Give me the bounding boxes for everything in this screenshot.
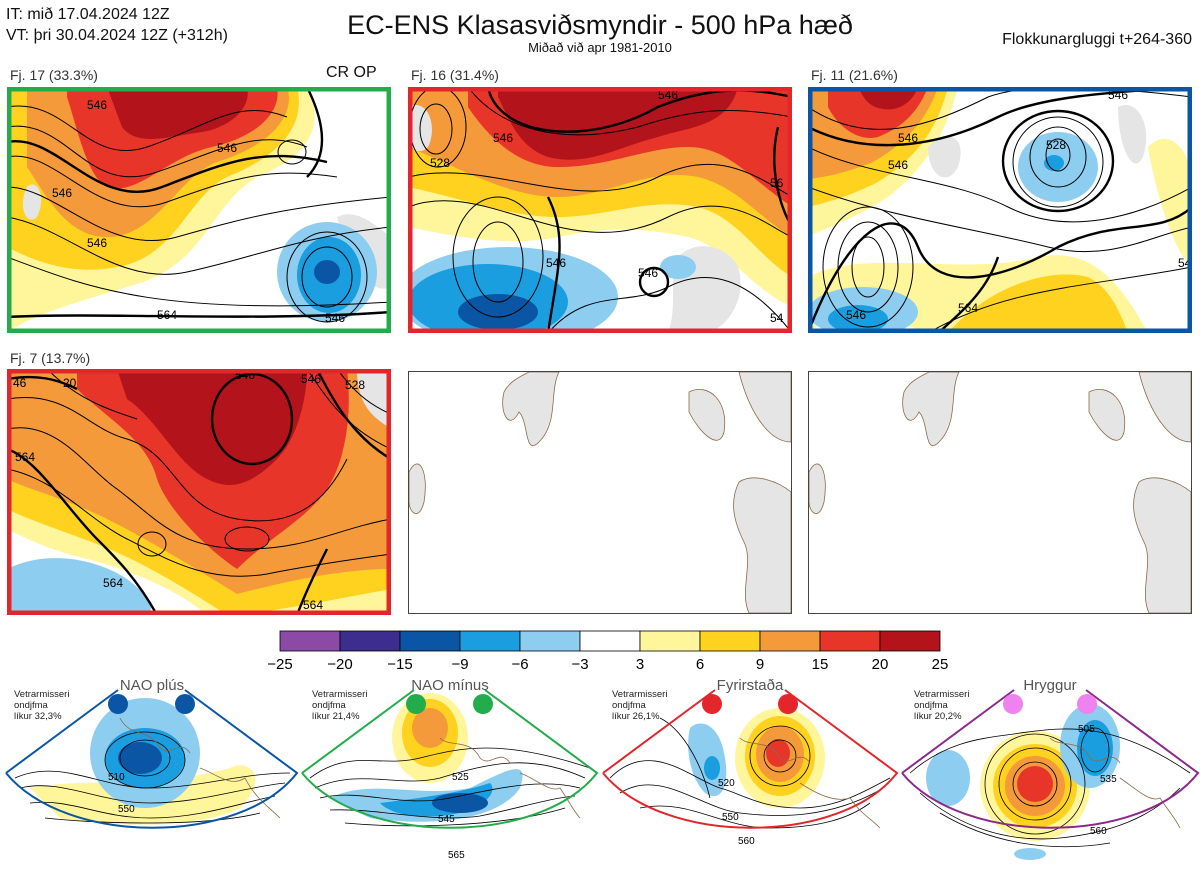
contour-label: 546 <box>52 186 72 200</box>
cluster-map-4: 46 20 564 564 546 564 546 528 <box>7 369 391 615</box>
regime-nao-plus: 510 550 <box>5 689 299 829</box>
colorbar-tick-label: 15 <box>812 656 829 673</box>
panel-1-label: Fj. 17 (33.3%) <box>10 67 98 83</box>
contour-label: 546 <box>217 141 237 155</box>
init-time: IT: mið 17.04.2024 12Z <box>6 6 170 23</box>
contour-label: 546 <box>301 372 321 386</box>
empty-map-1 <box>408 371 792 614</box>
contour-label: 546 <box>493 131 513 145</box>
colorbar-segment <box>639 630 701 652</box>
colorbar-tick-label: −6 <box>511 656 528 673</box>
panel-4-label: Fj. 7 (13.7%) <box>10 350 91 366</box>
colorbar-segment <box>279 630 341 652</box>
contour-label: 20 <box>63 376 77 390</box>
header-info: IT: mið 17.04.2024 12Z VT: þri 30.04.202… <box>6 4 228 46</box>
contour-label: 564 <box>303 598 323 612</box>
colorbar-segment <box>699 630 761 652</box>
contour-label: 528 <box>430 156 450 170</box>
regime-blocking: 520 550 560 <box>602 689 899 847</box>
color-scale-svg: −25 −20 −15 −9 −6 −3 3 6 9 15 20 25 <box>267 630 949 673</box>
contour-label: 564 <box>958 301 978 315</box>
regime-strip: 510 550 <box>0 678 1200 871</box>
cluster-map-2: 546 546 528 546 546 56 54 <box>408 87 792 333</box>
colorbar-segment <box>819 630 881 652</box>
colorbar-segment <box>579 630 641 652</box>
regime-contour-label: 565 <box>448 850 465 861</box>
classification-window: Flokkunargluggi t+264-360 <box>1002 31 1192 48</box>
colorbar-segment <box>399 630 461 652</box>
contour-label: 528 <box>345 378 365 392</box>
cluster-map-4-svg: 46 20 564 564 546 564 546 528 <box>7 369 391 615</box>
regime-note-nao-minus: Vetrarmisseri ondjfma líkur 21,4% <box>312 689 368 722</box>
regime-nao-minus: 525 545 565 <box>301 689 599 861</box>
page-subtitle: Miðað við apr 1981-2010 <box>528 40 672 55</box>
contour-label: 546 <box>846 308 866 322</box>
cluster-map-3-svg: 546 546 546 528 564 546 546 <box>808 87 1192 333</box>
regime-ridge: 505 535 560 <box>901 689 1200 860</box>
regime-contour-label: 525 <box>452 772 469 783</box>
regime-contour-label: 550 <box>118 804 135 815</box>
regime-contour-label: 520 <box>718 778 735 789</box>
colorbar-segment <box>339 630 401 652</box>
regime-contour-label: 560 <box>1090 826 1107 837</box>
contour-label: 546 <box>888 158 908 172</box>
regime-note-ridge: Vetrarmisseri ondjfma líkur 20,2% <box>914 689 970 722</box>
regime-contour-label: 505 <box>1078 724 1095 735</box>
regime-contour-label: 545 <box>438 814 455 825</box>
cr-op-marker: CR OP <box>326 64 377 81</box>
colorbar-tick-label: −3 <box>571 656 588 673</box>
regime-name-nao-plus: NAO plús <box>119 677 185 694</box>
regime-contour-label: 535 <box>1100 774 1117 785</box>
cluster-map-2-svg: 546 546 528 546 546 56 54 <box>408 87 792 333</box>
contour-label: 46 <box>13 376 27 390</box>
contour-label: 546 <box>898 131 918 145</box>
contour-label: 56 <box>770 176 784 190</box>
valid-time: VT: þri 30.04.2024 12Z (+312h) <box>6 27 228 44</box>
contour-label: 564 <box>15 450 35 464</box>
regime-name-nao-minus: NAO mínus <box>411 677 489 694</box>
contour-label: 564 <box>157 308 177 322</box>
color-scale: −25 −20 −15 −9 −6 −3 3 6 9 15 20 25 <box>250 628 970 676</box>
regime-contour-label: 510 <box>108 772 125 783</box>
regime-strip-svg: 510 550 <box>5 689 1200 861</box>
colorbar-tick-label: 9 <box>756 656 764 673</box>
contour-label: 546 <box>638 266 658 280</box>
colorbar-tick-label: 20 <box>872 656 889 673</box>
regime-contour-label: 550 <box>722 812 739 823</box>
regime-note-nao-plus: Vetrarmisseri ondjfma líkur 32,3% <box>14 689 70 722</box>
panel-3-label: Fj. 11 (21.6%) <box>811 67 898 83</box>
colorbar-segment <box>519 630 581 652</box>
panel-2-label: Fj. 16 (31.4%) <box>411 67 499 83</box>
colorbar-tick-label: −9 <box>451 656 468 673</box>
colorbar-segment <box>879 630 941 652</box>
empty-map-1-svg <box>409 372 791 613</box>
contour-label: 54 <box>770 311 784 325</box>
contour-label: 564 <box>103 576 123 590</box>
regime-contour-label: 560 <box>738 836 755 847</box>
cluster-map-3: 546 546 546 528 564 546 546 <box>808 87 1192 333</box>
colorbar-tick-label: 6 <box>696 656 704 673</box>
contour-label: 546 <box>87 98 107 112</box>
cluster-map-1: 546 546 546 564 546 546 <box>7 87 391 333</box>
regime-note-blocking: Vetrarmisseri ondjfma líkur 26,1% <box>612 689 668 722</box>
contour-label: 546 <box>87 236 107 250</box>
empty-map-2 <box>808 371 1192 614</box>
colorbar-tick-label: 25 <box>932 656 949 673</box>
colorbar-segment <box>459 630 521 652</box>
colorbar-tick-label: −15 <box>387 656 412 673</box>
colorbar-tick-label: −20 <box>327 656 352 673</box>
cluster-map-1-svg: 546 546 546 564 546 546 <box>7 87 391 333</box>
colorbar-tick-label: −25 <box>267 656 292 673</box>
empty-map-2-svg <box>809 372 1191 613</box>
contour-label: 546 <box>546 256 566 270</box>
regime-name-blocking: Fyrirstaða <box>716 677 784 694</box>
contour-label: 528 <box>1046 138 1066 152</box>
page-title: EC-ENS Klasasviðsmyndir - 500 hPa hæð <box>347 10 853 40</box>
colorbar-segment <box>759 630 821 652</box>
contour-label: 546 <box>325 311 345 325</box>
colorbar-tick-label: 3 <box>636 656 644 673</box>
regime-name-ridge: Hryggur <box>1023 677 1077 694</box>
